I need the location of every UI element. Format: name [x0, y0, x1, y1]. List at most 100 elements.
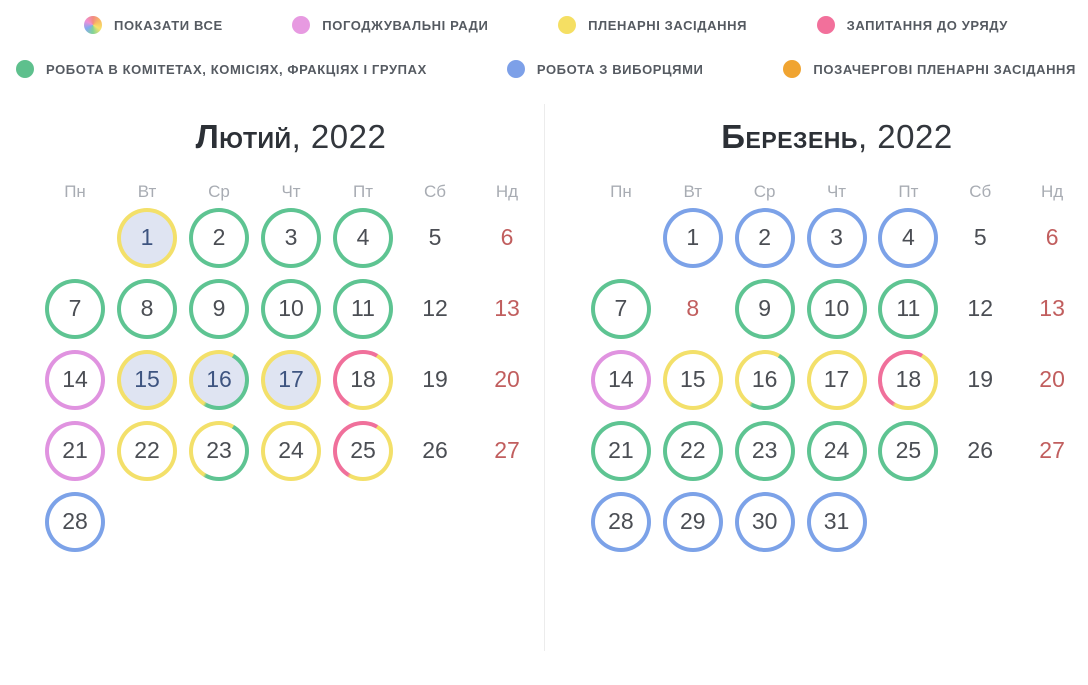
day-event-ring-yellow[interactable]: 17: [806, 349, 867, 410]
day-event-ring-green[interactable]: 2: [189, 207, 249, 268]
calendar-day[interactable]: 21: [585, 415, 657, 486]
calendar-day[interactable]: 14: [39, 344, 111, 415]
calendar-day[interactable]: 20: [1016, 344, 1088, 415]
day-event-ring-green[interactable]: 22: [662, 420, 723, 481]
day-event-ring-green[interactable]: 3: [261, 207, 321, 268]
calendar-day[interactable]: 8: [657, 273, 729, 344]
legend-item-coordination-councils[interactable]: ПОГОДЖУВАЛЬНІ РАДИ: [292, 16, 488, 34]
calendar-day[interactable]: 9: [729, 273, 801, 344]
day-event-ring-blue[interactable]: 4: [878, 207, 939, 268]
legend-item-committees-work[interactable]: РОБОТА В КОМІТЕТАХ, КОМІСІЯХ, ФРАКЦІЯХ І…: [16, 60, 427, 78]
calendar-day[interactable]: 10: [801, 273, 873, 344]
day-event-ring-blue[interactable]: 28: [590, 491, 651, 552]
calendar-day[interactable]: 12: [399, 273, 471, 344]
day-event-ring-green[interactable]: 7: [590, 278, 651, 339]
calendar-day[interactable]: 2: [183, 202, 255, 273]
calendar-day[interactable]: 26: [399, 415, 471, 486]
calendar-day[interactable]: 22: [111, 415, 183, 486]
day-event-ring-green[interactable]: 11: [878, 278, 939, 339]
day-event-ring-yellow[interactable]: 17: [261, 349, 321, 410]
day-event-ring-green[interactable]: 21: [590, 420, 651, 481]
calendar-day[interactable]: 15: [111, 344, 183, 415]
day-event-ring-yellow[interactable]: 22: [117, 420, 177, 481]
legend-item-plenary-sessions[interactable]: ПЛЕНАРНІ ЗАСІДАННЯ: [558, 16, 747, 34]
day-event-ring-blue[interactable]: 29: [662, 491, 723, 552]
day-event-ring-blue[interactable]: 30: [734, 491, 795, 552]
calendar-day[interactable]: 1: [111, 202, 183, 273]
calendar-day[interactable]: 3: [801, 202, 873, 273]
day-event-ring-green[interactable]: 9: [734, 278, 795, 339]
calendar-day[interactable]: 5: [944, 202, 1016, 273]
day-event-ring-magenta[interactable]: 21: [45, 420, 105, 481]
calendar-day[interactable]: 16: [729, 344, 801, 415]
day-event-ring-yellow[interactable]: 15: [662, 349, 723, 410]
day-event-ring-blue[interactable]: 1: [662, 207, 723, 268]
calendar-day[interactable]: 15: [657, 344, 729, 415]
day-event-ring-yellow-green[interactable]: 16: [734, 349, 795, 410]
day-event-ring-blue[interactable]: 31: [806, 491, 867, 552]
day-event-ring-blue[interactable]: 28: [45, 491, 105, 552]
day-event-ring-yellow-green[interactable]: 23: [189, 420, 249, 481]
calendar-day[interactable]: 13: [471, 273, 543, 344]
day-event-ring-green[interactable]: 4: [333, 207, 393, 268]
legend-item-extraordinary-plenary[interactable]: ПОЗАЧЕРГОВІ ПЛЕНАРНІ ЗАСІДАННЯ: [783, 60, 1076, 78]
day-event-ring-green[interactable]: 10: [261, 278, 321, 339]
day-event-ring-green[interactable]: 11: [333, 278, 393, 339]
day-event-ring-green[interactable]: 24: [806, 420, 867, 481]
calendar-day[interactable]: 4: [872, 202, 944, 273]
calendar-day[interactable]: 25: [327, 415, 399, 486]
calendar-day[interactable]: 26: [944, 415, 1016, 486]
day-event-ring-green[interactable]: 25: [878, 420, 939, 481]
calendar-day[interactable]: 19: [944, 344, 1016, 415]
calendar-day[interactable]: 27: [471, 415, 543, 486]
calendar-day[interactable]: 18: [327, 344, 399, 415]
calendar-day[interactable]: 10: [255, 273, 327, 344]
calendar-day[interactable]: 29: [657, 486, 729, 557]
day-event-ring-blue[interactable]: 2: [734, 207, 795, 268]
calendar-day[interactable]: 6: [471, 202, 543, 273]
day-event-ring-magenta[interactable]: 14: [45, 349, 105, 410]
day-event-ring-magenta[interactable]: 14: [590, 349, 651, 410]
day-event-ring-green[interactable]: 23: [734, 420, 795, 481]
legend-item-questions-to-government[interactable]: ЗАПИТАННЯ ДО УРЯДУ: [816, 16, 1008, 34]
calendar-day[interactable]: 3: [255, 202, 327, 273]
calendar-day[interactable]: 28: [39, 486, 111, 557]
day-event-ring-pink-yellow[interactable]: 25: [333, 420, 393, 481]
calendar-day[interactable]: 13: [1016, 273, 1088, 344]
day-event-ring-green[interactable]: 8: [117, 278, 177, 339]
calendar-day[interactable]: 4: [327, 202, 399, 273]
legend-item-constituents-work[interactable]: РОБОТА З ВИБОРЦЯМИ: [506, 60, 704, 78]
calendar-day[interactable]: 23: [729, 415, 801, 486]
calendar-day[interactable]: 31: [801, 486, 873, 557]
calendar-day[interactable]: 7: [39, 273, 111, 344]
calendar-day[interactable]: 14: [585, 344, 657, 415]
calendar-day[interactable]: 24: [255, 415, 327, 486]
day-event-ring-yellow[interactable]: 24: [261, 420, 321, 481]
day-event-ring-pink-yellow[interactable]: 18: [878, 349, 939, 410]
calendar-day[interactable]: 16: [183, 344, 255, 415]
calendar-day[interactable]: 9: [183, 273, 255, 344]
calendar-day[interactable]: 25: [872, 415, 944, 486]
calendar-day[interactable]: 6: [1016, 202, 1088, 273]
day-event-ring-pink-yellow[interactable]: 18: [333, 349, 393, 410]
day-event-ring-blue[interactable]: 3: [806, 207, 867, 268]
calendar-day[interactable]: 12: [944, 273, 1016, 344]
calendar-day[interactable]: 2: [729, 202, 801, 273]
calendar-day[interactable]: 11: [327, 273, 399, 344]
calendar-day[interactable]: 27: [1016, 415, 1088, 486]
calendar-day[interactable]: 1: [657, 202, 729, 273]
calendar-day[interactable]: 11: [872, 273, 944, 344]
calendar-day[interactable]: 20: [471, 344, 543, 415]
day-event-ring-yellow[interactable]: 15: [117, 349, 177, 410]
day-event-ring-green[interactable]: 7: [45, 278, 105, 339]
calendar-day[interactable]: 8: [111, 273, 183, 344]
calendar-day[interactable]: 19: [399, 344, 471, 415]
calendar-day[interactable]: 28: [585, 486, 657, 557]
calendar-day[interactable]: 17: [255, 344, 327, 415]
calendar-day[interactable]: 5: [399, 202, 471, 273]
legend-item-show-all[interactable]: ПОКАЗАТИ ВСЕ: [84, 16, 223, 34]
calendar-day[interactable]: 30: [729, 486, 801, 557]
calendar-day[interactable]: 22: [657, 415, 729, 486]
calendar-day[interactable]: 21: [39, 415, 111, 486]
day-event-ring-green[interactable]: 10: [806, 278, 867, 339]
